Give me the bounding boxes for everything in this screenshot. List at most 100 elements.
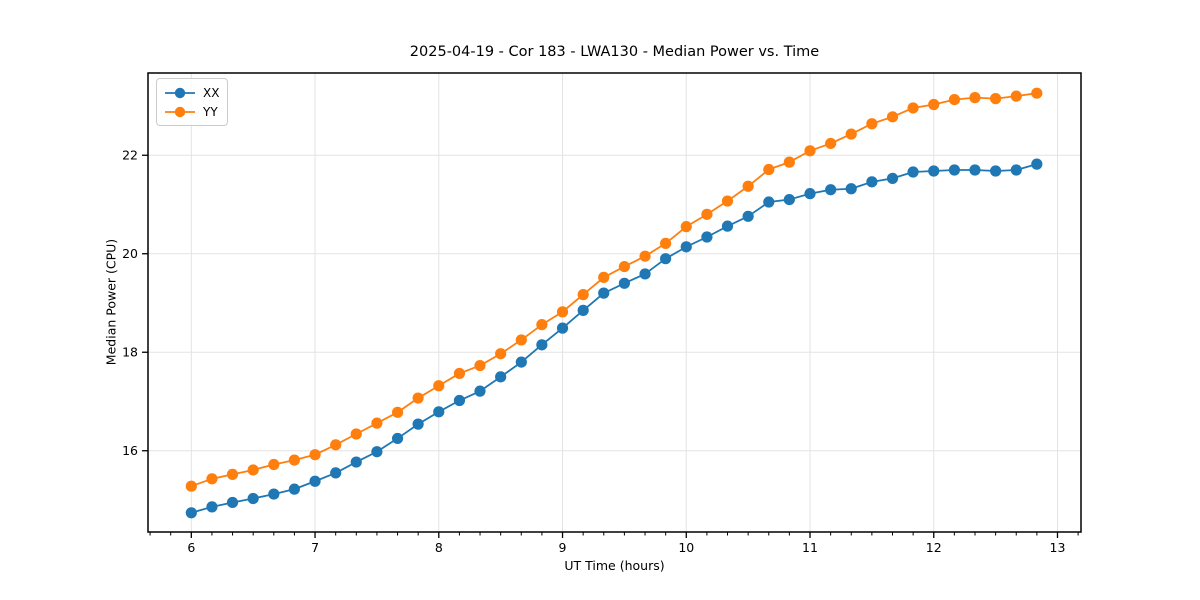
grid — [148, 73, 1081, 532]
chart-title: 2025-04-19 - Cor 183 - LWA130 - Median P… — [409, 44, 820, 60]
data-point-yy — [783, 156, 795, 168]
data-point-yy — [763, 163, 775, 176]
data-point-xx — [1031, 158, 1043, 170]
data-point-xx — [556, 322, 569, 334]
legend-marker-yy — [165, 106, 195, 117]
data-point-xx — [206, 501, 218, 513]
data-point-yy — [742, 180, 754, 192]
data-point-yy — [928, 98, 940, 111]
data-point-yy — [1031, 87, 1043, 99]
data-point-xx — [391, 432, 404, 445]
data-point-xx — [969, 164, 981, 176]
data-point-xx — [536, 339, 548, 351]
data-point-yy — [990, 93, 1002, 105]
x-tick-label: 7 — [311, 540, 319, 555]
data-point-xx — [639, 268, 651, 280]
data-point-yy — [804, 145, 816, 157]
data-point-yy — [391, 406, 404, 418]
data-point-xx — [309, 475, 321, 487]
series-line-yy — [191, 92, 1037, 488]
data-point-xx — [453, 394, 466, 407]
data-point-yy — [536, 319, 548, 331]
data-point-yy — [866, 118, 878, 130]
data-point-yy — [206, 473, 218, 485]
y-tick-label: 16 — [122, 443, 138, 458]
data-point-yy — [330, 439, 342, 451]
x-axis-label: UT Time (hours) — [564, 558, 665, 573]
data-point-xx — [680, 241, 692, 253]
data-point-xx — [288, 483, 300, 495]
legend-item-yy: YY — [164, 102, 219, 121]
x-tick-label: 11 — [802, 540, 818, 555]
y-tick-label: 22 — [122, 148, 138, 163]
data-point-yy — [845, 128, 857, 140]
data-point-xx — [866, 176, 878, 188]
data-point-yy — [969, 92, 981, 104]
data-point-xx — [350, 456, 362, 468]
legend: XX YY — [156, 78, 228, 126]
data-point-xx — [618, 277, 631, 289]
legend-dot — [174, 87, 186, 98]
data-point-yy — [371, 417, 383, 429]
data-point-xx — [1010, 164, 1022, 176]
legend-item-xx: XX — [164, 83, 219, 102]
data-point-yy — [288, 454, 300, 466]
data-point-xx — [247, 492, 259, 505]
data-point-xx — [990, 165, 1002, 177]
data-point-xx — [185, 507, 197, 519]
data-point-yy — [474, 359, 486, 372]
x-tick-label: 8 — [435, 540, 443, 555]
series-yy — [185, 87, 1043, 492]
data-point-xx — [825, 184, 837, 196]
data-point-yy — [577, 289, 589, 301]
axes-spines — [147, 72, 1082, 533]
data-point-yy — [825, 137, 837, 150]
data-point-yy — [453, 367, 466, 380]
data-point-yy — [350, 428, 362, 440]
data-point-xx — [598, 287, 610, 299]
data-point-yy — [948, 93, 961, 106]
data-point-xx — [515, 356, 527, 368]
data-point-yy — [660, 237, 672, 249]
y-axis-label: Median Power (CPU) — [103, 238, 119, 366]
data-point-yy — [907, 102, 919, 114]
data-point-xx — [412, 418, 424, 430]
data-point-xx — [886, 172, 899, 184]
data-point-yy — [309, 449, 321, 461]
data-point-xx — [268, 488, 280, 500]
y-axis-ticks: 16 18 20 22 — [122, 148, 148, 458]
data-point-xx — [783, 193, 795, 206]
data-point-yy — [412, 392, 424, 404]
legend-marker-xx — [165, 87, 195, 98]
data-point-xx — [433, 406, 445, 418]
legend-label-yy: YY — [203, 104, 218, 119]
data-point-yy — [721, 195, 734, 207]
data-point-yy — [247, 464, 259, 476]
y-tick-label: 20 — [122, 246, 138, 261]
data-point-xx — [495, 371, 507, 383]
data-point-xx — [948, 164, 961, 176]
data-point-yy — [185, 480, 197, 492]
legend-label-xx: XX — [203, 85, 220, 100]
data-point-xx — [660, 253, 672, 265]
legend-dot — [174, 106, 186, 117]
series-xx — [185, 158, 1043, 519]
data-point-yy — [433, 380, 445, 392]
data-point-yy — [639, 250, 651, 262]
data-point-xx — [701, 231, 713, 243]
data-point-xx — [577, 304, 589, 316]
data-point-xx — [721, 220, 734, 232]
x-tick-label: 9 — [559, 540, 567, 555]
x-tick-label: 12 — [926, 540, 942, 555]
data-point-xx — [907, 166, 919, 178]
x-axis-ticks: 6 7 8 9 10 11 12 13 — [187, 532, 1065, 555]
data-point-yy — [495, 348, 507, 360]
data-point-xx — [763, 196, 775, 208]
data-point-yy — [598, 271, 610, 283]
data-point-yy — [701, 208, 713, 220]
data-point-xx — [474, 385, 486, 397]
data-point-yy — [515, 334, 527, 346]
data-point-xx — [804, 188, 816, 200]
